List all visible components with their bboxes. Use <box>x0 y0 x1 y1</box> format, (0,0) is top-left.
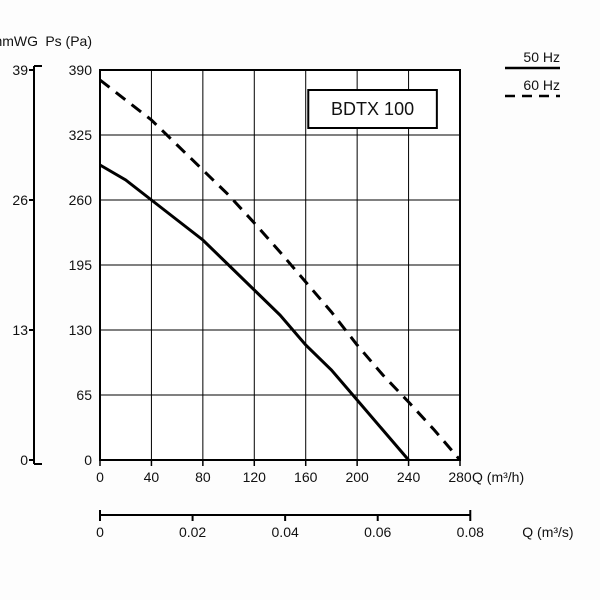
q-m3s-tick-label: 0.02 <box>179 524 206 540</box>
x-tick-label: 280 <box>448 469 472 485</box>
y-tick-label: 65 <box>76 387 92 403</box>
x-tick-label: 240 <box>397 469 421 485</box>
y-tick-label: 390 <box>69 62 93 78</box>
legend-label: 50 Hz <box>523 49 560 65</box>
x-tick-label: 120 <box>243 469 267 485</box>
q-m3s-tick-label: 0.04 <box>272 524 299 540</box>
y-tick-label: 195 <box>69 257 93 273</box>
q-m3s-axis: 0 0.02 0.04 0.06 0.08 Q (m³/s) <box>96 510 574 540</box>
chart-title: BDTX 100 <box>331 99 414 119</box>
x-tick-label: 200 <box>345 469 369 485</box>
mmwg-tick-label: 13 <box>12 322 28 338</box>
legend-label: 60 Hz <box>523 77 560 93</box>
y-axis-primary-label: Ps (Pa) <box>45 33 92 49</box>
q-m3s-tick-label: 0.08 <box>457 524 484 540</box>
mmwg-tick-label: 0 <box>20 452 28 468</box>
y-tick-label: 260 <box>69 192 93 208</box>
y-tick-label: 0 <box>84 452 92 468</box>
x-tick-label: 0 <box>96 469 104 485</box>
legend: 50 Hz 60 Hz <box>505 49 560 96</box>
y-axis-secondary-label: mmWG <box>0 33 38 49</box>
x-tick-label: 80 <box>195 469 211 485</box>
x-axis-primary-label: Q (m³/h) <box>472 469 524 485</box>
plot-area: 0 40 80 120 160 200 240 280Q (m³/h) 0 65 130 195 260… <box>45 33 524 485</box>
mmwg-tick-label: 26 <box>12 192 28 208</box>
y-tick-label: 130 <box>69 322 93 338</box>
x-tick-label: 40 <box>144 469 160 485</box>
chart-title-box: BDTX 100 <box>308 90 437 128</box>
x-axis-secondary-label: Q (m³/s) <box>522 524 573 540</box>
mmwg-tick-label: 39 <box>12 62 28 78</box>
q-m3s-tick-label: 0.06 <box>364 524 391 540</box>
q-m3s-tick-label: 0 <box>96 524 104 540</box>
mmwg-axis: mmWG 0 13 26 39 <box>0 33 42 468</box>
y-tick-label: 325 <box>69 127 93 143</box>
x-tick-label: 160 <box>294 469 318 485</box>
fan-curve-chart: 04080120160200240280Q (m³/h)065130195260… <box>0 0 600 600</box>
